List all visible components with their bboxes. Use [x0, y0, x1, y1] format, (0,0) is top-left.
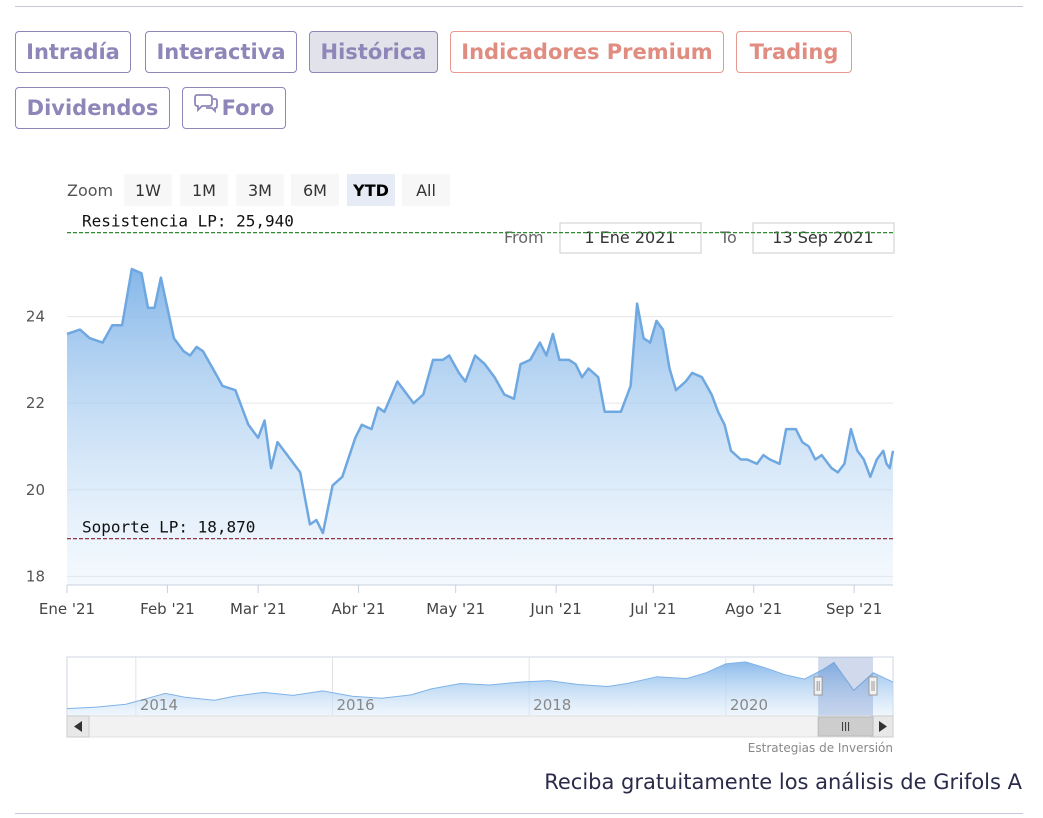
- navigator-handle-right[interactable]: [868, 676, 878, 696]
- support-label: Soporte LP: 18,870: [82, 518, 255, 537]
- navigator-tick-label: 2014: [140, 696, 178, 714]
- x-tick-label: Abr '21: [332, 600, 386, 618]
- x-tick-label: Mar '21: [230, 600, 286, 618]
- x-tick-label: Ago '21: [725, 600, 782, 618]
- tab-trading[interactable]: Trading: [736, 31, 852, 73]
- x-tick-label: May '21: [426, 600, 485, 618]
- support-resistance-lines: Resistencia LP: 25,940 Soporte LP: 18,870: [67, 212, 893, 540]
- x-tick-label: Sep '21: [826, 600, 882, 618]
- navigator-handle-left[interactable]: [813, 676, 823, 696]
- range-button-1m[interactable]: [180, 174, 228, 206]
- from-label: From: [504, 228, 544, 247]
- to-date-input[interactable]: [752, 222, 895, 254]
- chart-credit[interactable]: Estrategias de Inversión: [748, 741, 893, 755]
- footer-cta-text[interactable]: Reciba gratuitamente los análisis de Gri…: [544, 770, 1022, 794]
- x-tick-label: Ene '21: [39, 600, 95, 618]
- x-tick-label: Feb '21: [140, 600, 195, 618]
- tab-historica[interactable]: Histórica: [309, 31, 438, 73]
- bottom-divider: [15, 813, 1023, 814]
- x-tick-label: Jun '21: [529, 600, 581, 618]
- range-button-3m[interactable]: [236, 174, 284, 206]
- scrollbar-track[interactable]: [66, 715, 894, 738]
- navigator-tick-label: 2020: [730, 696, 768, 714]
- chat-bubbles-icon: [193, 87, 218, 127]
- tab-indicadores-premium[interactable]: Indicadores Premium: [450, 31, 724, 73]
- to-label: To: [719, 228, 737, 247]
- range-selector-buttons: 1W 1M 3M 6M YTD All: [124, 174, 450, 206]
- range-button-label: 3M: [248, 181, 272, 200]
- range-button-label: YTD: [352, 181, 389, 200]
- from-date-value: 1 Ene 2021: [584, 228, 675, 247]
- range-button-label: 6M: [303, 181, 327, 200]
- range-button-label: All: [416, 181, 436, 200]
- range-button-1w[interactable]: [124, 174, 172, 206]
- navigator[interactable]: 2014 2016 2018 2020: [66, 656, 894, 738]
- range-button-6m[interactable]: [291, 174, 339, 206]
- navigator-tick-label: 2018: [533, 696, 571, 714]
- from-date-input[interactable]: [559, 222, 702, 254]
- range-button-label: 1W: [135, 181, 161, 200]
- tab-foro-label: Foro: [221, 96, 275, 120]
- tab-dividendos[interactable]: Dividendos: [15, 87, 170, 129]
- price-series: [66, 267, 895, 585]
- y-tick-label: 22: [26, 394, 45, 412]
- resistance-label: Resistencia LP: 25,940: [82, 212, 294, 231]
- top-divider: [15, 6, 1023, 7]
- price-area: [67, 269, 893, 585]
- y-tick-label: 18: [26, 567, 45, 585]
- tab-intradia[interactable]: Intradía: [15, 31, 131, 73]
- navigator-selection[interactable]: [818, 657, 873, 716]
- navigator-tick-label: 2016: [337, 696, 375, 714]
- range-button-ytd[interactable]: [347, 174, 395, 206]
- tab-interactiva[interactable]: Interactiva: [145, 31, 297, 73]
- y-tick-label: 20: [26, 481, 45, 499]
- axes: 18 20 22 24 Ene '21 Feb '21 Mar '21 Abr '21 May …: [26, 308, 893, 618]
- arrow-right-icon: [879, 721, 887, 732]
- x-tick-label: Jul '21: [629, 600, 676, 618]
- range-button-label: 1M: [192, 181, 216, 200]
- zoom-label: Zoom: [67, 181, 113, 200]
- arrow-left-icon: [74, 721, 82, 732]
- to-date-value: 13 Sep 2021: [772, 228, 873, 247]
- price-line: [66, 267, 895, 535]
- navigator-line: [66, 661, 894, 710]
- tab-foro[interactable]: Foro: [182, 87, 286, 129]
- range-button-all[interactable]: [402, 174, 450, 206]
- y-tick-label: 24: [26, 308, 45, 326]
- navigator-area: [67, 661, 893, 716]
